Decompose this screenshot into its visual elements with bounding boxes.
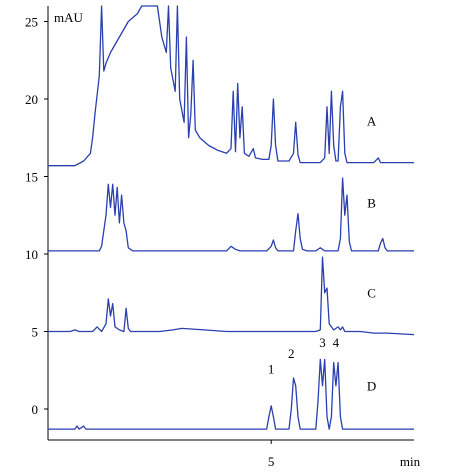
trace-label-d: D [367, 378, 376, 393]
y-tick-label: 20 [25, 92, 38, 107]
y-axis-unit-label: mAU [54, 10, 84, 25]
y-tick-label: 25 [25, 15, 38, 30]
trace-b [48, 177, 414, 252]
trace-label-b: B [367, 196, 376, 211]
trace-label-c: C [367, 285, 376, 300]
trace-label-a: A [367, 113, 377, 128]
peak-label-2: 2 [288, 346, 295, 361]
peak-label-1: 1 [268, 361, 275, 376]
y-tick-label: 10 [25, 247, 38, 262]
trace-d [48, 358, 414, 430]
tick-group: 0 5 10 15 20 25 5 [25, 15, 274, 470]
trace-c [48, 256, 415, 336]
x-tick-label: 5 [268, 454, 275, 469]
y-tick-label: 5 [32, 325, 39, 340]
axes [47, 6, 414, 441]
trace-group [48, 5, 415, 430]
x-axis-unit-label: min [400, 454, 421, 469]
y-tick-label: 0 [32, 402, 39, 417]
trace-a [48, 5, 414, 167]
label-group: A B C D 12 3 4 [268, 113, 377, 393]
peak-label-4: 4 [333, 335, 340, 350]
peak-label-3: 3 [319, 335, 326, 350]
y-tick-label: 15 [25, 170, 38, 185]
